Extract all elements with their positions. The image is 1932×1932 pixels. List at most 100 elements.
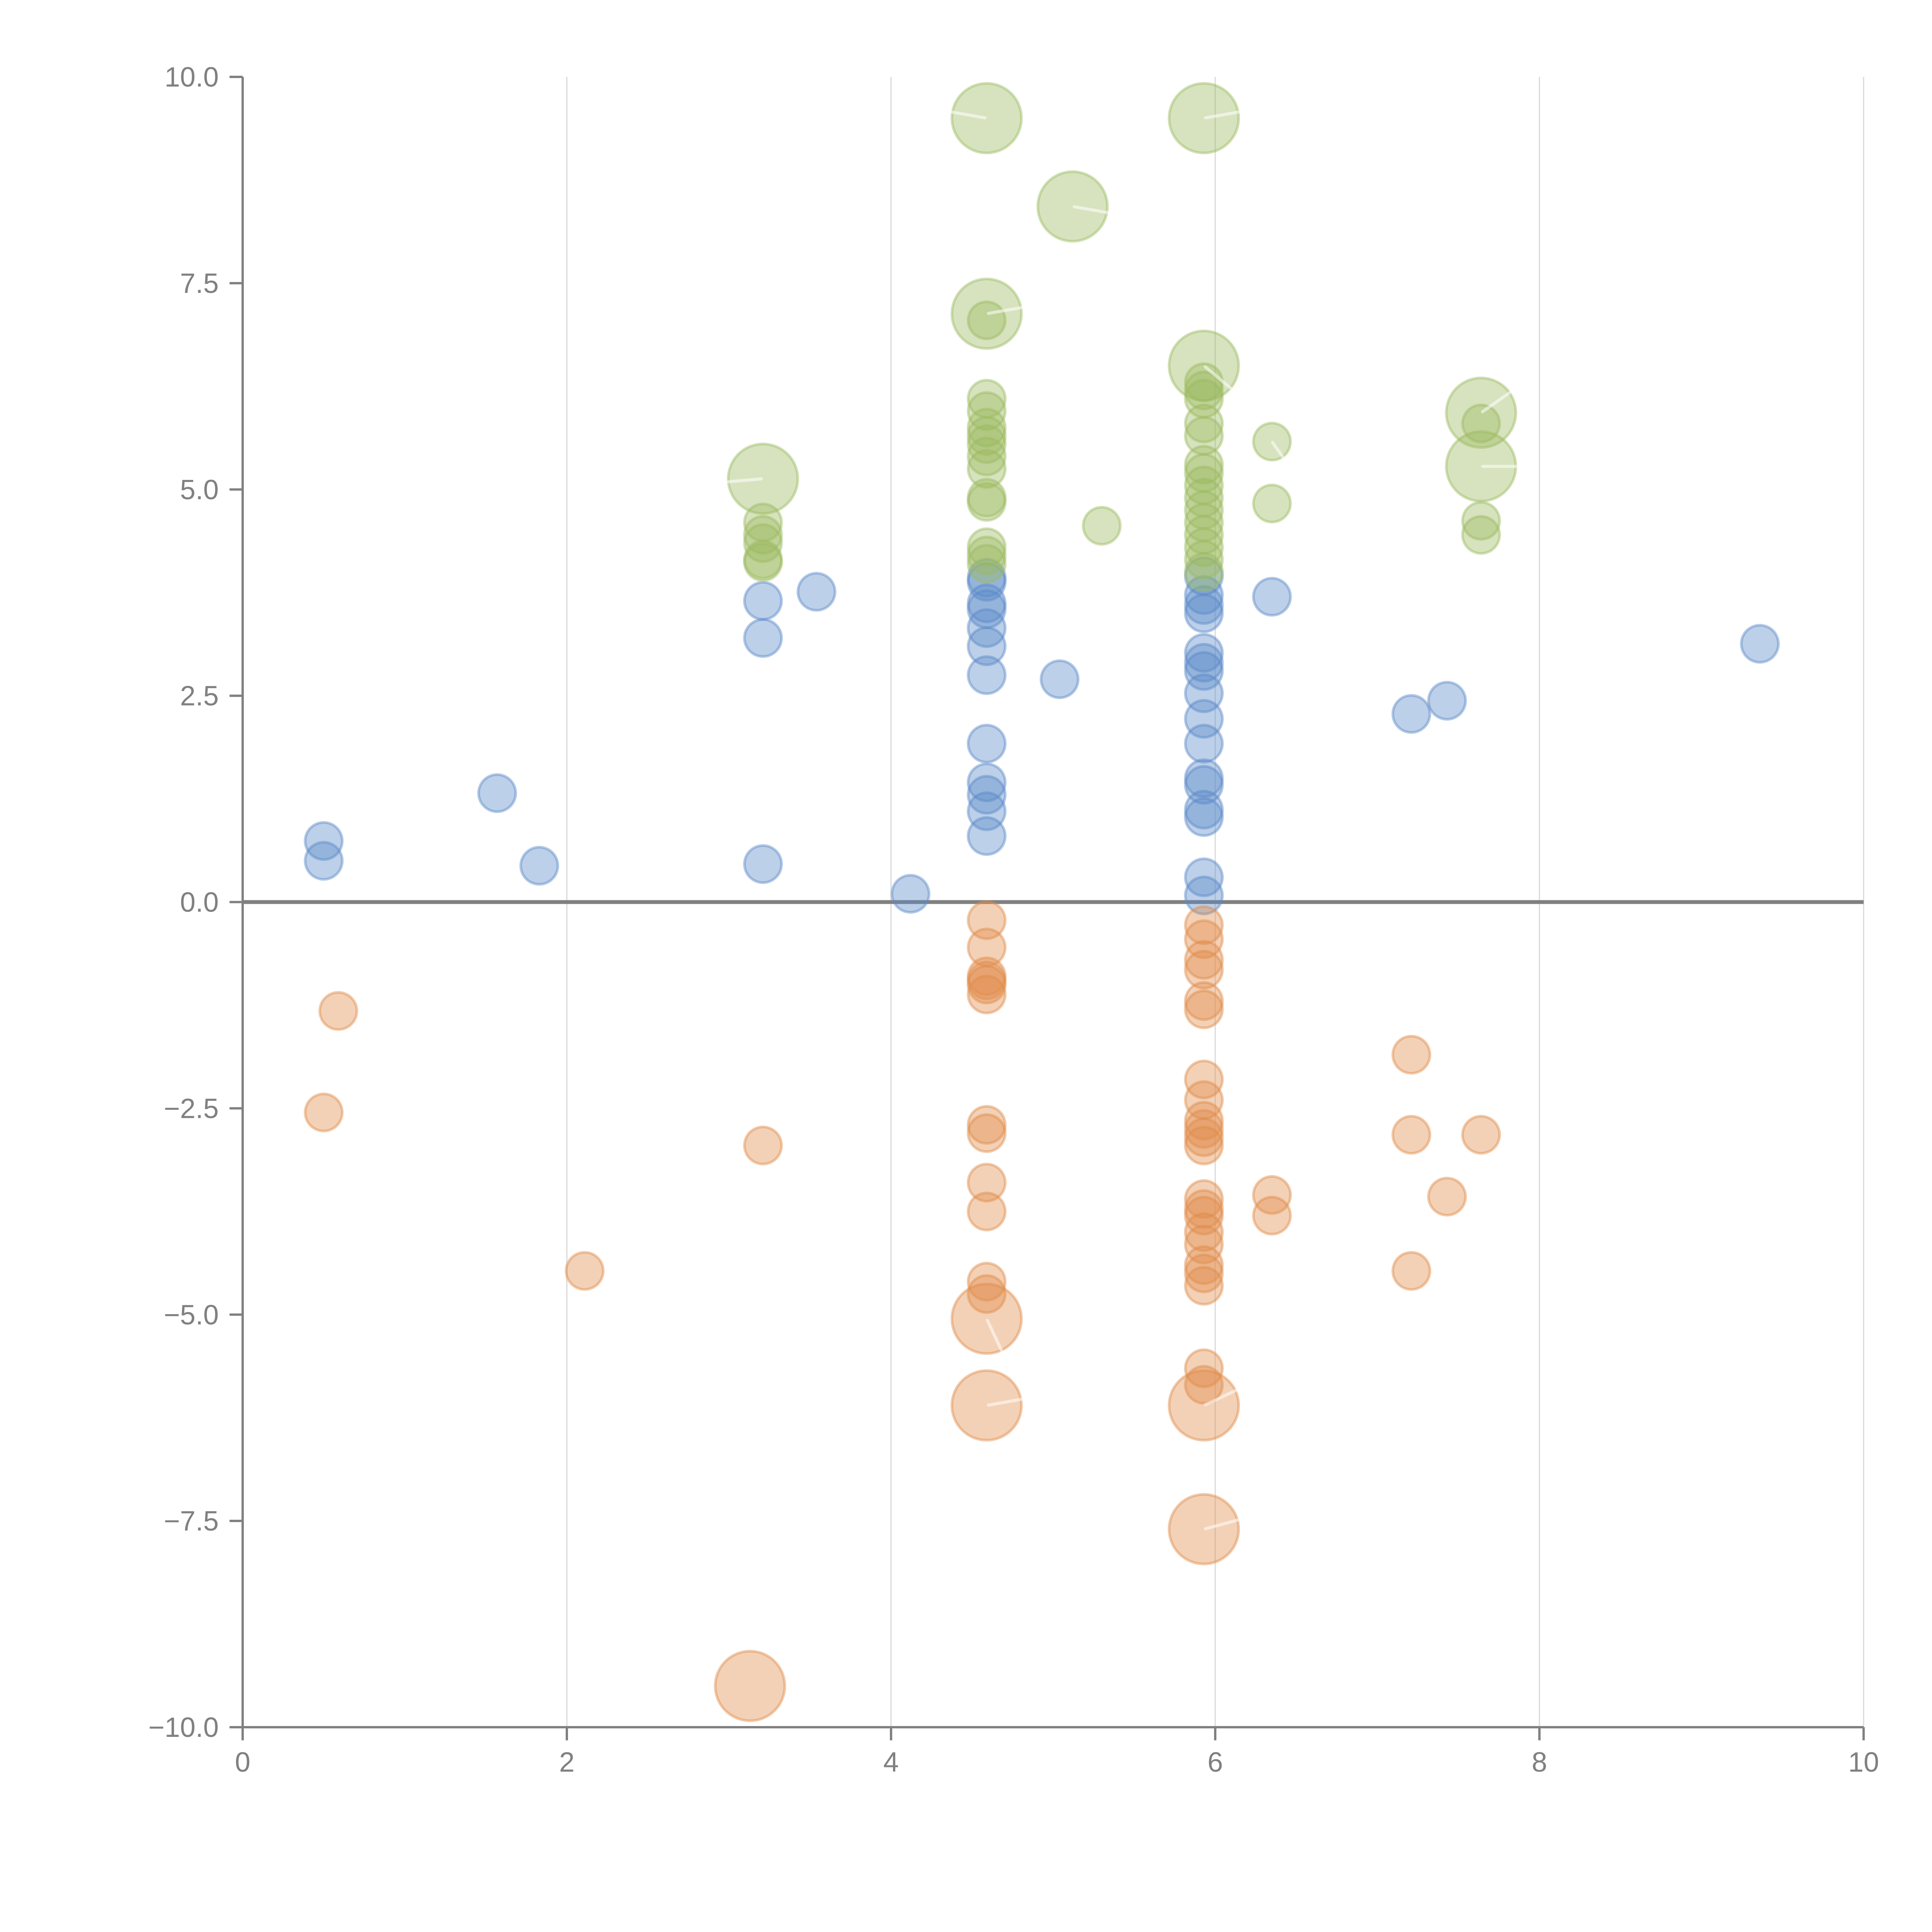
bubble-blue-26[interactable] bbox=[1184, 765, 1224, 805]
bubble-green-4[interactable] bbox=[743, 502, 783, 543]
bubble-blue-25[interactable] bbox=[1184, 789, 1224, 830]
bubble-orange-30[interactable] bbox=[1184, 1196, 1224, 1236]
bubble-green-3[interactable] bbox=[743, 515, 783, 555]
bubble-orange-44[interactable] bbox=[1461, 1115, 1501, 1155]
bubble-orange-1[interactable] bbox=[304, 1092, 344, 1133]
bubble-orange-40[interactable] bbox=[1391, 1035, 1432, 1075]
bubble-blue-6[interactable] bbox=[743, 581, 783, 621]
bubble-orange-7[interactable] bbox=[967, 960, 1007, 1000]
bubble-blue-28[interactable] bbox=[1184, 723, 1224, 764]
bubble-blue-33[interactable] bbox=[1184, 633, 1224, 673]
bubble-orange-48[interactable] bbox=[1168, 1493, 1240, 1565]
bubble-green-25[interactable] bbox=[1184, 478, 1224, 518]
bubble-orange-26[interactable] bbox=[1184, 1117, 1224, 1157]
bubble-green-43[interactable] bbox=[1168, 82, 1240, 155]
bubble-orange-11[interactable] bbox=[967, 1113, 1007, 1153]
bubble-green-45[interactable] bbox=[1445, 376, 1517, 449]
bubble-orange-2[interactable] bbox=[565, 1251, 605, 1291]
bubble-blue-18[interactable] bbox=[967, 583, 1007, 623]
bubble-orange-43[interactable] bbox=[1427, 1177, 1467, 1217]
bubble-blue-2[interactable] bbox=[477, 773, 517, 813]
bubble-green-20[interactable] bbox=[1184, 539, 1224, 580]
bubble-blue-37[interactable] bbox=[1184, 556, 1224, 596]
bubble-orange-28[interactable] bbox=[1184, 1179, 1224, 1219]
bubble-blue-29[interactable] bbox=[1184, 699, 1224, 739]
bubble-blue-12[interactable] bbox=[967, 762, 1007, 803]
bubble-green-1[interactable] bbox=[743, 539, 783, 580]
bubble-orange-8[interactable] bbox=[967, 964, 1007, 1005]
bubble-green-37[interactable] bbox=[1461, 501, 1501, 541]
bubble-green-24[interactable] bbox=[1184, 490, 1224, 530]
bubble-blue-41[interactable] bbox=[1740, 624, 1780, 664]
bubble-blue-21[interactable] bbox=[1039, 659, 1080, 699]
bubble-orange-47[interactable] bbox=[1168, 1369, 1240, 1442]
bubble-green-19[interactable] bbox=[1184, 552, 1224, 592]
bubble-orange-31[interactable] bbox=[1184, 1212, 1224, 1252]
bubble-green-18[interactable] bbox=[1082, 506, 1122, 546]
bubble-orange-15[interactable] bbox=[967, 1274, 1007, 1314]
bubble-blue-16[interactable] bbox=[967, 608, 1007, 648]
bubble-green-9[interactable] bbox=[967, 478, 1007, 518]
bubble-blue-27[interactable] bbox=[1184, 758, 1224, 798]
bubble-orange-3[interactable] bbox=[743, 1125, 783, 1165]
bubble-green-21[interactable] bbox=[1184, 527, 1224, 567]
bubble-orange-42[interactable] bbox=[1391, 1251, 1432, 1291]
bubble-orange-38[interactable] bbox=[1252, 1175, 1292, 1215]
bubble-blue-4[interactable] bbox=[743, 844, 783, 884]
bubble-green-10[interactable] bbox=[967, 449, 1007, 489]
bubble-green-0[interactable] bbox=[743, 542, 783, 582]
bubble-green-5[interactable] bbox=[967, 544, 1007, 584]
bubble-green-29[interactable] bbox=[1184, 416, 1224, 456]
bubble-blue-9[interactable] bbox=[967, 816, 1007, 856]
bubble-blue-35[interactable] bbox=[1184, 585, 1224, 625]
bubble-blue-1[interactable] bbox=[304, 841, 344, 881]
bubble-blue-20[interactable] bbox=[967, 558, 1007, 598]
bubble-orange-16[interactable] bbox=[1184, 905, 1224, 945]
bubble-orange-12[interactable] bbox=[967, 1163, 1007, 1203]
bubble-orange-37[interactable] bbox=[1184, 1365, 1224, 1405]
bubble-green-27[interactable] bbox=[1184, 453, 1224, 493]
bubble-green-34[interactable] bbox=[1252, 483, 1292, 524]
bubble-green-39[interactable] bbox=[727, 442, 799, 515]
bubble-green-32[interactable] bbox=[1184, 370, 1224, 410]
bubble-blue-15[interactable] bbox=[967, 626, 1007, 666]
bubble-orange-14[interactable] bbox=[967, 1262, 1007, 1302]
bubble-orange-35[interactable] bbox=[1184, 1266, 1224, 1306]
bubble-orange-39[interactable] bbox=[1252, 1196, 1292, 1236]
bubble-blue-36[interactable] bbox=[1184, 575, 1224, 615]
bubble-orange-34[interactable] bbox=[1184, 1253, 1224, 1293]
bubble-blue-24[interactable] bbox=[1184, 797, 1224, 837]
bubble-blue-5[interactable] bbox=[743, 618, 783, 658]
bubble-orange-18[interactable] bbox=[1184, 940, 1224, 980]
bubble-green-44[interactable] bbox=[1168, 329, 1240, 402]
bubble-green-8[interactable] bbox=[967, 482, 1007, 522]
bubble-orange-10[interactable] bbox=[967, 1105, 1007, 1145]
bubble-green-26[interactable] bbox=[1184, 465, 1224, 505]
bubble-orange-46[interactable] bbox=[951, 1369, 1023, 1442]
bubble-orange-24[interactable] bbox=[1184, 1100, 1224, 1141]
bubble-blue-30[interactable] bbox=[1184, 673, 1224, 713]
bubble-orange-36[interactable] bbox=[1184, 1348, 1224, 1388]
bubble-green-40[interactable] bbox=[951, 82, 1023, 155]
bubble-blue-8[interactable] bbox=[890, 874, 930, 914]
bubble-orange-33[interactable] bbox=[1184, 1245, 1224, 1285]
bubble-blue-23[interactable] bbox=[1184, 857, 1224, 897]
bubble-blue-40[interactable] bbox=[1427, 680, 1467, 721]
bubble-orange-21[interactable] bbox=[1184, 989, 1224, 1029]
bubble-blue-3[interactable] bbox=[519, 846, 560, 886]
bubble-blue-17[interactable] bbox=[967, 589, 1007, 629]
bubble-orange-17[interactable] bbox=[1184, 919, 1224, 959]
bubble-green-16[interactable] bbox=[967, 379, 1007, 419]
bubble-orange-29[interactable] bbox=[1184, 1189, 1224, 1229]
bubble-orange-41[interactable] bbox=[1391, 1115, 1432, 1155]
bubble-blue-10[interactable] bbox=[967, 791, 1007, 832]
bubble-green-23[interactable] bbox=[1184, 502, 1224, 543]
bubble-orange-6[interactable] bbox=[967, 956, 1007, 997]
bubble-orange-32[interactable] bbox=[1184, 1225, 1224, 1265]
bubble-green-6[interactable] bbox=[967, 536, 1007, 576]
bubble-green-31[interactable] bbox=[1184, 379, 1224, 419]
bubble-green-15[interactable] bbox=[967, 391, 1007, 431]
bubble-blue-14[interactable] bbox=[967, 655, 1007, 695]
bubble-green-7[interactable] bbox=[967, 527, 1007, 567]
bubble-green-28[interactable] bbox=[1184, 445, 1224, 485]
